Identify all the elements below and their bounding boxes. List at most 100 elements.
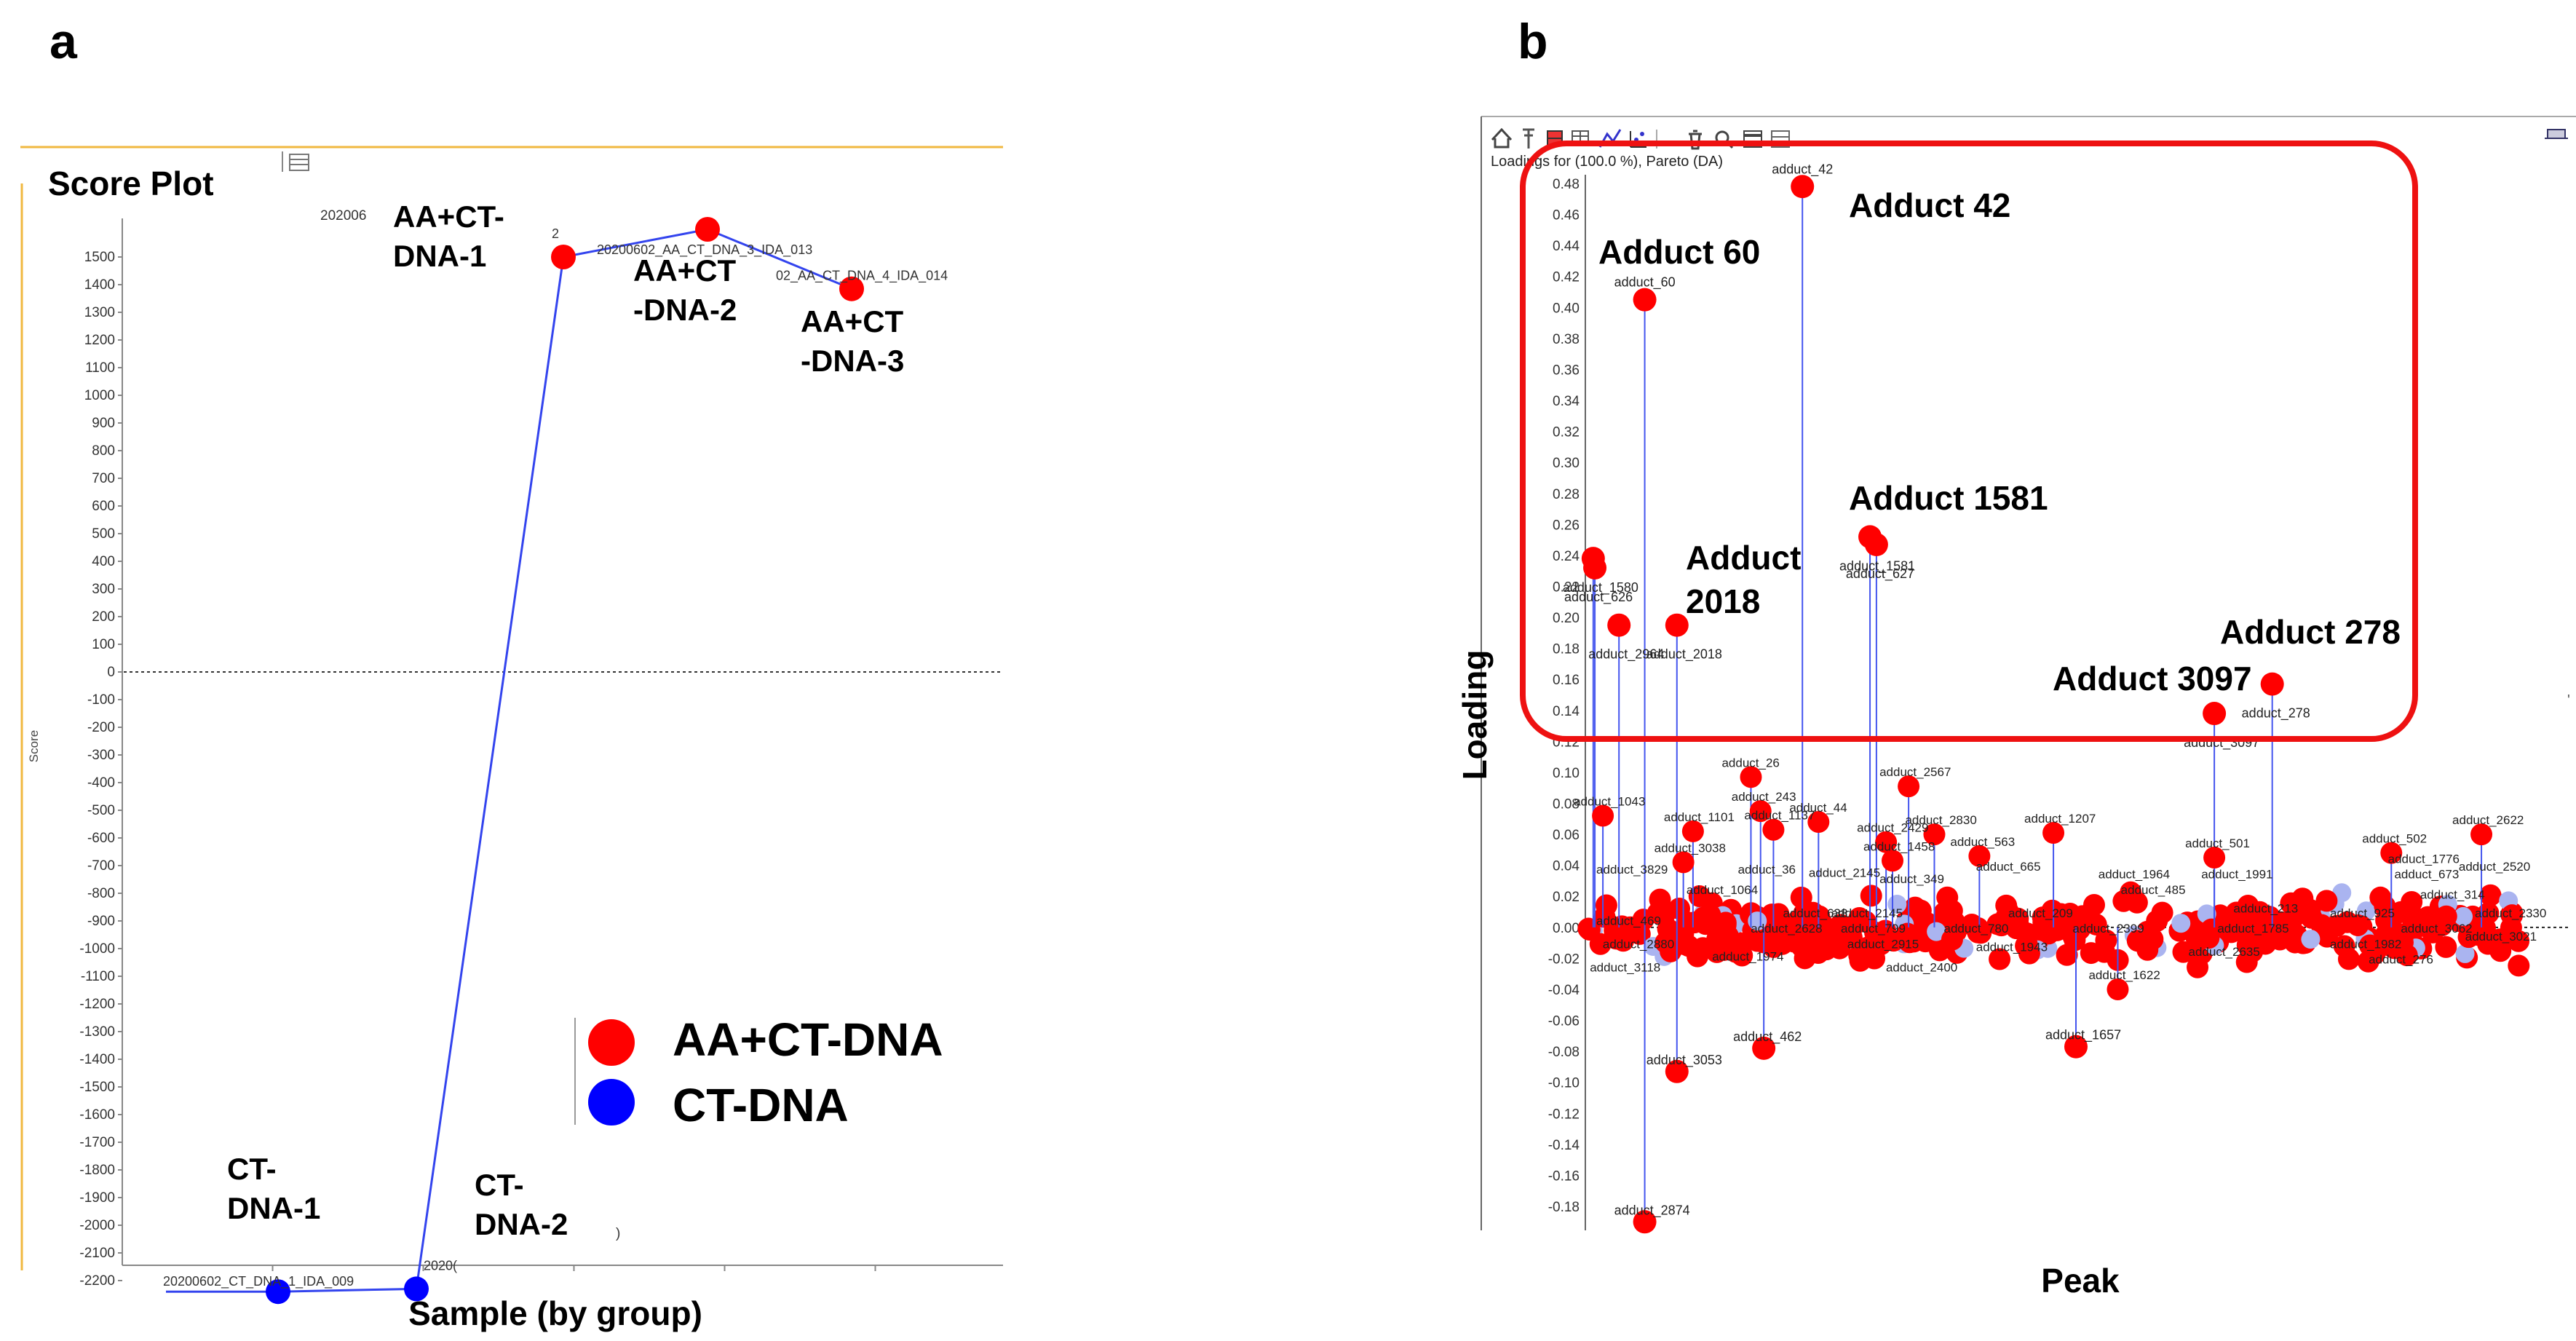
noise-point xyxy=(1833,923,1855,946)
sample-file-label: 02_AA_CT_DNA_4_IDA_014 xyxy=(776,269,948,284)
loading-callout: Adduct 60 xyxy=(1598,233,1760,271)
sample-annotation: DNA-1 xyxy=(227,1191,320,1225)
y-tick-label: -1500 xyxy=(79,1080,115,1095)
sample-file-label: 2020( xyxy=(424,1258,457,1273)
noise-point xyxy=(2146,909,2168,932)
y-tick-label: -500 xyxy=(87,803,115,818)
highlight-box xyxy=(1520,141,2418,742)
loading-point-label: adduct_2429 xyxy=(1857,821,1928,835)
y-tick-label: 0.38 xyxy=(1553,332,1580,347)
loading-point-label: adduct_626 xyxy=(1564,590,1633,605)
noise-point xyxy=(1967,917,1989,939)
y-tick-label: 0.40 xyxy=(1553,301,1580,316)
loading-point xyxy=(2470,823,2493,846)
noise-point xyxy=(1646,902,1669,925)
y-tick-label: -1900 xyxy=(79,1190,115,1206)
loading-point-label: adduct_1207 xyxy=(2024,812,2096,826)
noise-point xyxy=(2248,929,2270,952)
noise-point xyxy=(2435,905,2457,927)
y-tick-label: 0.42 xyxy=(1553,270,1580,285)
noise-point xyxy=(2003,913,2026,935)
y-tick-label: 0.32 xyxy=(1553,425,1580,440)
noise-point xyxy=(1909,899,1932,922)
y-tick-label: 0.02 xyxy=(1553,890,1580,905)
loading-point-label: adduct_2399 xyxy=(2072,922,2144,935)
loading-point-label: adduct_1964 xyxy=(2099,868,2170,882)
loading-point-label: adduct_2400 xyxy=(1886,960,1957,974)
loading-point-label: adduct_36 xyxy=(1738,863,1796,877)
y-tick-label: -0.18 xyxy=(1548,1200,1580,1215)
y-tick-label: 0.36 xyxy=(1553,363,1580,378)
legend-label-aa-ct-dna: AA+CT-DNA xyxy=(673,1013,943,1066)
home-icon[interactable] xyxy=(1491,127,1513,149)
score-point xyxy=(551,245,576,269)
loading-point-label: adduct_2874 xyxy=(1614,1203,1690,1218)
y-tick-label: -2000 xyxy=(79,1218,115,1233)
y-tick-label: -1400 xyxy=(79,1052,115,1067)
y-tick-label: 0.46 xyxy=(1553,208,1580,224)
window-icon[interactable] xyxy=(1743,130,1762,148)
score-point xyxy=(695,217,720,242)
loading-point-label: adduct_2145 xyxy=(1831,906,1903,920)
y-tick-label: 800 xyxy=(92,443,115,459)
noise-point xyxy=(2064,929,2086,952)
sample-annotation: -DNA-3 xyxy=(801,344,904,378)
y-tick-label: -0.04 xyxy=(1548,983,1580,998)
score-point xyxy=(839,276,864,301)
loading-callout: Adduct 1581 xyxy=(1849,479,2048,517)
noise-point xyxy=(2357,950,2379,973)
y-tick-label: 0.16 xyxy=(1553,673,1580,688)
loading-stems xyxy=(1592,186,2483,1222)
loading-point-label: adduct_1982 xyxy=(2330,937,2401,951)
noise-point xyxy=(2300,906,2323,929)
loading-point-label: adduct_3053 xyxy=(1646,1053,1722,1068)
noise-point xyxy=(2326,914,2348,937)
pin-icon[interactable] xyxy=(1523,128,1534,149)
loading-point-label: adduct_2567 xyxy=(1879,765,1951,779)
sample-annotation: DNA-2 xyxy=(475,1207,568,1241)
loading-point-label: adduct_213 xyxy=(2233,901,2298,915)
y-tick-label: -100 xyxy=(87,692,115,708)
loading-point-label: adduct_26 xyxy=(1721,756,1779,770)
y-tick-label: -900 xyxy=(87,914,115,929)
y-tick-label: 200 xyxy=(92,609,115,625)
loading-point-label: adduct_276 xyxy=(2369,953,2433,967)
y-tick-label: 1300 xyxy=(84,305,115,320)
y-tick-label: 100 xyxy=(92,637,115,652)
loading-point-label: adduct_2330 xyxy=(2475,906,2546,920)
noise-point xyxy=(2333,935,2355,957)
loading-point xyxy=(1807,811,1830,834)
y-tick-label: 1200 xyxy=(84,333,115,348)
loading-point xyxy=(2380,842,2403,864)
noise-point xyxy=(2171,914,2191,933)
noise-point xyxy=(2080,942,2102,965)
y-tick-label: -0.08 xyxy=(1548,1045,1580,1060)
noise-point xyxy=(1860,885,1882,907)
loading-point xyxy=(1898,775,1920,798)
score-plot-title: Score Plot xyxy=(48,165,214,202)
loading-point xyxy=(1875,831,1898,853)
legend-marker-aa-ct-dna xyxy=(588,1019,635,1066)
y-tick-label: -0.16 xyxy=(1548,1168,1580,1184)
loading-point-label: adduct_1776 xyxy=(2388,852,2460,866)
sample-annotation: AA+CT xyxy=(633,253,737,288)
loading-point-label: adduct_2145 xyxy=(1809,866,1880,879)
sample-file-label: 20200602_AA_CT_DNA_3_IDA_013 xyxy=(597,242,812,258)
loading-point-label: adduct_209 xyxy=(2008,906,2073,920)
noise-point xyxy=(1812,933,1835,956)
noise-point xyxy=(1783,930,1805,953)
loading-point-label: adduct_673 xyxy=(2394,868,2459,882)
sample-annotation: AA+CT- xyxy=(393,199,504,234)
score-connecting-line xyxy=(166,228,852,1293)
noise-point xyxy=(2375,923,2398,946)
noise-point xyxy=(1748,911,1767,931)
score-point xyxy=(404,1276,429,1302)
panel-a-toolbar-icon[interactable] xyxy=(282,151,309,172)
sample-annotation: DNA-1 xyxy=(393,239,486,273)
noise-point xyxy=(2315,890,2338,912)
export-icon[interactable] xyxy=(2545,129,2568,139)
y-tick-label: -1700 xyxy=(79,1135,115,1150)
y-tick-label: -1600 xyxy=(79,1107,115,1123)
noise-point xyxy=(1941,928,1963,951)
noise-point xyxy=(2071,905,2093,927)
